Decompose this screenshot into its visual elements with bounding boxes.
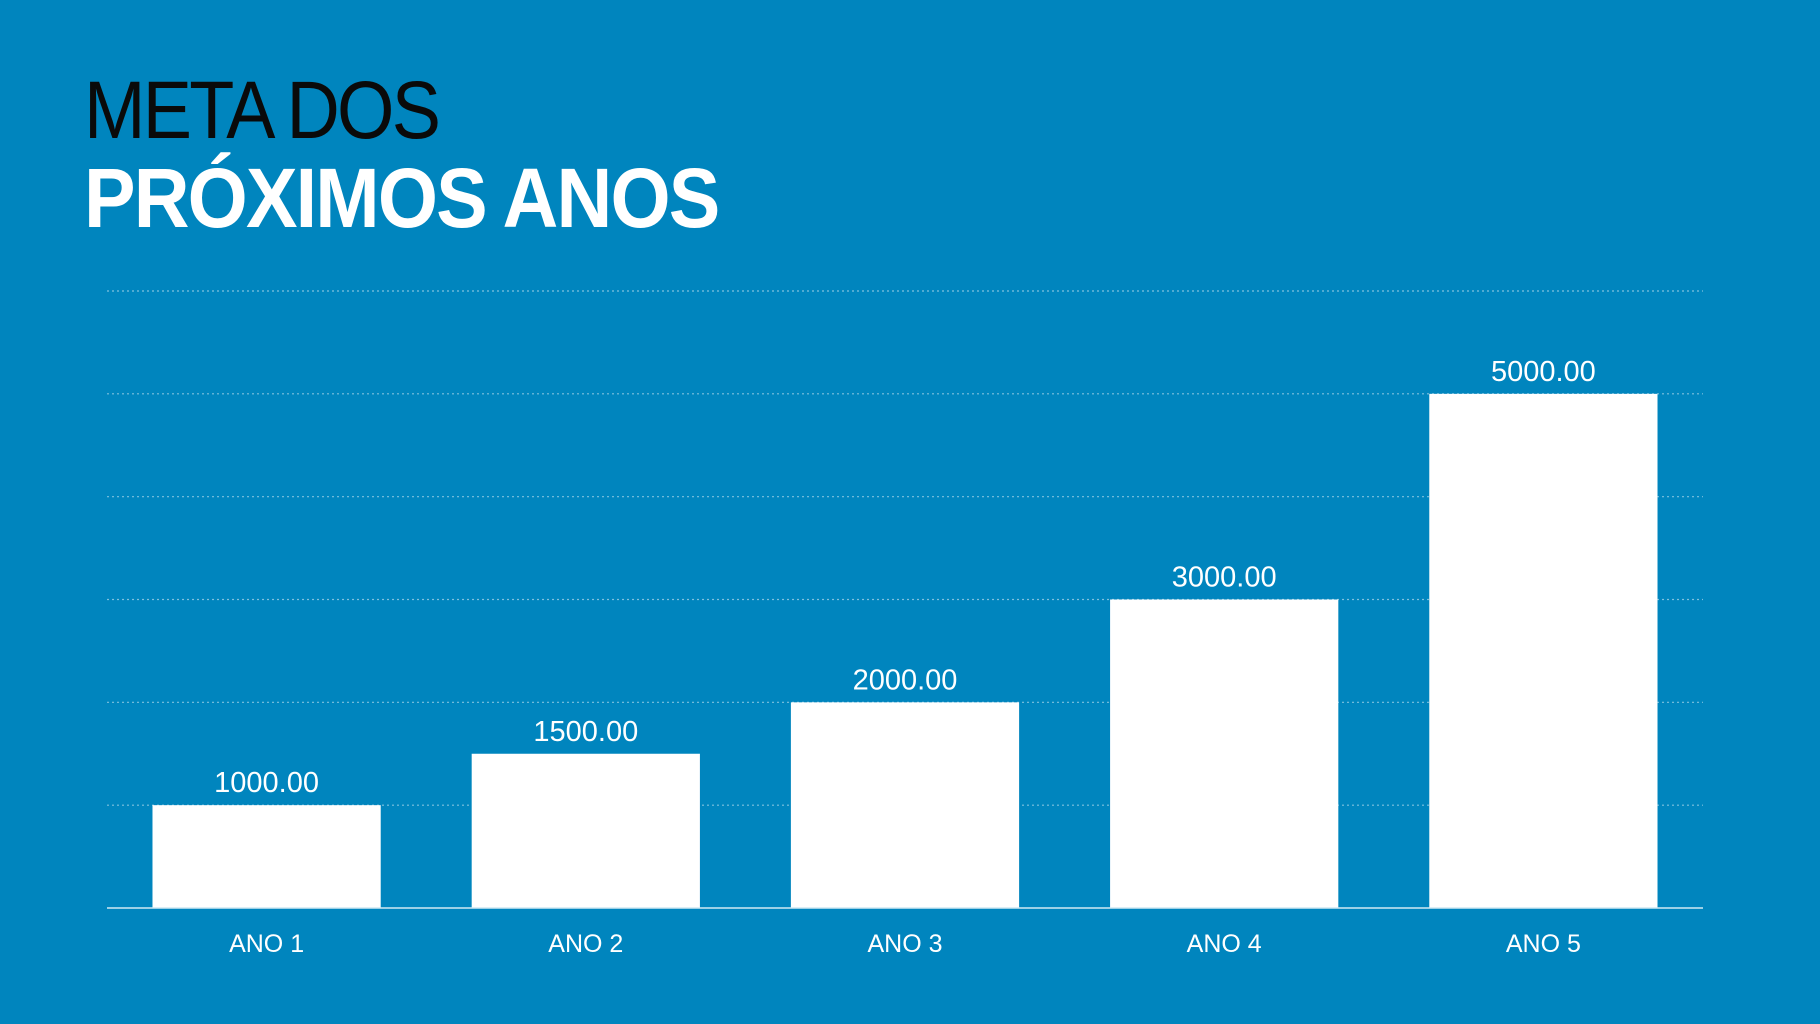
- bar-ano-4: [1110, 599, 1339, 908]
- bar-ano-2: [471, 753, 700, 908]
- title-line-proximos-anos: PRÓXIMOS ANOS: [84, 151, 720, 245]
- value-label-ano-4: 3000.00: [1172, 562, 1277, 594]
- category-label-ano-4: ANO 4: [1187, 930, 1262, 958]
- value-label-ano-1: 1000.00: [214, 767, 319, 799]
- bar-ano-1: [152, 805, 381, 908]
- title-line-meta-dos: META DOS: [84, 65, 441, 156]
- slide-title: META DOS PRÓXIMOS ANOS: [84, 65, 774, 245]
- category-label-ano-2: ANO 2: [548, 930, 623, 958]
- category-label-ano-1: ANO 1: [229, 930, 304, 958]
- category-label-ano-3: ANO 3: [867, 930, 942, 958]
- value-label-ano-2: 1500.00: [533, 716, 638, 748]
- bar-ano-5: [1429, 393, 1658, 908]
- value-label-ano-5: 5000.00: [1491, 356, 1596, 388]
- category-label-ano-5: ANO 5: [1506, 930, 1581, 958]
- value-label-ano-3: 2000.00: [853, 664, 958, 696]
- bar-ano-3: [790, 702, 1020, 908]
